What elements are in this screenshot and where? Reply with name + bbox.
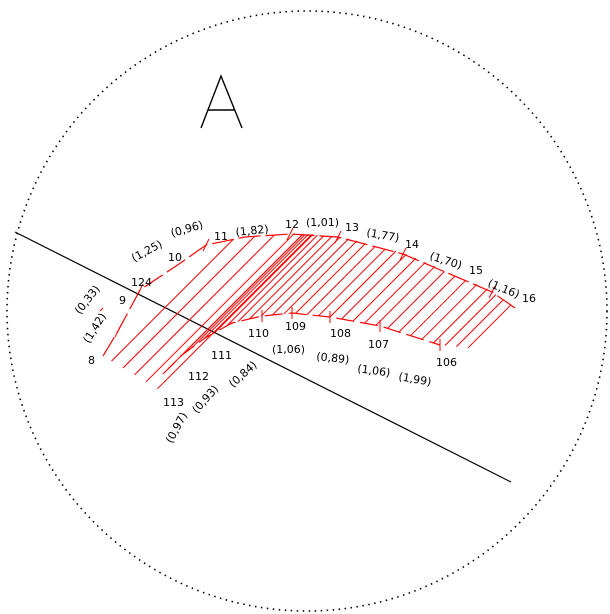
upper-point-label: 15 [469, 264, 483, 277]
lower-point-label: 107 [368, 338, 389, 351]
edge-tick [114, 324, 122, 338]
hatch-line [134, 234, 275, 376]
upper-point-label: 8 [88, 354, 95, 367]
upper-point-label: 13 [345, 221, 359, 234]
hatch-line [203, 233, 309, 340]
hatch-line [99, 307, 104, 312]
lower-point-label: 109 [285, 320, 306, 333]
edge-tick [136, 283, 144, 297]
upper-measure-label: (1,42) [81, 311, 110, 346]
upper-measure-label: (0,96) [169, 218, 204, 240]
edge-tick [334, 230, 342, 244]
upper-point-label: 14 [405, 238, 419, 251]
upper-point-label: 16 [522, 292, 536, 305]
lower-edge [162, 312, 441, 375]
hatch-line [191, 234, 306, 348]
upper-point-label: 124 [131, 276, 152, 289]
hatch-line [387, 271, 445, 329]
lower-point-label: 113 [163, 396, 184, 409]
hatch-line [352, 257, 417, 322]
lower-point-label: 106 [436, 356, 457, 369]
hatch-line [180, 234, 303, 357]
hatch-line [260, 236, 341, 317]
lower-measure-label: (1,06) [272, 343, 305, 356]
hatch-line [214, 234, 314, 333]
hatch-line [306, 246, 376, 315]
lower-measure-label: (1,99) [397, 370, 432, 389]
lower-point-label: 108 [330, 327, 351, 340]
lower-measure-label: (0,89) [316, 350, 350, 366]
lower-point-label: 112 [188, 370, 209, 383]
hatch-line [318, 248, 386, 317]
upper-edge [102, 233, 516, 357]
hatch-line [410, 280, 466, 337]
hatch-line [122, 235, 256, 369]
section-line [14, 231, 512, 483]
edge-tick [488, 285, 496, 299]
lower-point-label: 110 [248, 327, 269, 340]
upper-measure-label: (1,16) [486, 277, 522, 301]
hatch-line [398, 275, 456, 333]
upper-measure-label: (1,01) [306, 216, 339, 229]
upper-measure-label: (1,25) [129, 238, 164, 265]
lower-measure-label: (0,84) [226, 358, 259, 390]
lower-measure-label: (1,06) [357, 362, 392, 379]
hatch-line [467, 304, 512, 349]
lower-point-label: 111 [211, 349, 232, 362]
upper-measure-label: (1,77) [365, 226, 400, 245]
hatch-line [145, 233, 295, 383]
hatch-line [272, 238, 349, 316]
hatch-line [375, 265, 436, 326]
lower-measure-label: (0,93) [190, 383, 222, 416]
hatch-line [295, 243, 366, 314]
lower-measure-label: (0,97) [163, 410, 190, 445]
hatch-line [421, 283, 478, 340]
hatch-line [157, 234, 312, 390]
slab-edges [102, 227, 516, 375]
detail-circle [6, 10, 608, 612]
upper-point-label: 12 [285, 218, 299, 231]
upper-measure-label: (1,82) [235, 223, 269, 239]
hatch-line [329, 250, 397, 318]
hatch-area [99, 233, 512, 390]
hatch-line [237, 235, 325, 322]
upper-point-label: 11 [214, 230, 228, 243]
hatch-line [444, 294, 497, 346]
hatch-line [364, 261, 426, 324]
edge-tick [286, 227, 294, 241]
hatch-line [341, 253, 407, 320]
hatch-line [456, 299, 504, 347]
hatch-line [283, 240, 358, 315]
edge-tick [399, 247, 407, 261]
hatch-line [226, 234, 318, 327]
hatch-line [249, 235, 333, 320]
detail-letter-a [200, 74, 243, 129]
hatch-line [111, 238, 234, 362]
hatch-line [433, 288, 488, 344]
upper-point-label: 10 [168, 251, 182, 264]
edge-tick [202, 238, 210, 252]
upper-point-label: 9 [119, 294, 126, 307]
upper-measure-label: (1,70) [428, 249, 463, 272]
